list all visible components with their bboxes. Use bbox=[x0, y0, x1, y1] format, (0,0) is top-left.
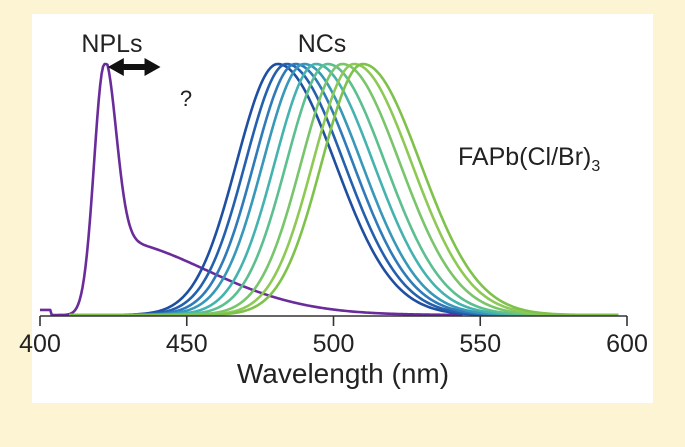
nc-spectrum-line-1 bbox=[69, 62, 619, 317]
x-axis-title: Wavelength (nm) bbox=[237, 358, 449, 389]
x-tick-label-600: 600 bbox=[606, 330, 648, 358]
nc-spectrum-line-4 bbox=[69, 62, 619, 317]
nc-spectrum-line-2 bbox=[69, 62, 619, 317]
formula-subscript: 3 bbox=[591, 158, 600, 175]
plot-panel bbox=[32, 14, 653, 403]
x-axis-tick-labels: 400 450 500 550 600 bbox=[19, 330, 648, 358]
x-axis-ticks bbox=[39, 316, 628, 326]
nc-spectrum-line-3 bbox=[69, 62, 619, 317]
nc-spectrum-line-9 bbox=[69, 62, 619, 317]
nc-spectrum-line-6 bbox=[69, 62, 619, 317]
nc-spectrum-line-8 bbox=[69, 62, 619, 317]
formula-label: FAPb(Cl/Br)3 bbox=[458, 143, 600, 175]
question-mark: ? bbox=[180, 86, 192, 111]
double-arrow-icon bbox=[107, 58, 161, 76]
nc-label: NCs bbox=[298, 30, 347, 58]
x-tick-label-400: 400 bbox=[19, 330, 61, 358]
x-tick-label-500: 500 bbox=[313, 330, 355, 358]
x-tick-label-450: 450 bbox=[166, 330, 208, 358]
npl-label: NPLs bbox=[81, 30, 142, 58]
nc-spectrum-line-7 bbox=[69, 62, 619, 317]
spectra-curves bbox=[40, 62, 619, 317]
npl-spectrum-line bbox=[40, 62, 463, 317]
nc-spectrum-line-5 bbox=[69, 62, 619, 317]
formula-main: FAPb(Cl/Br) bbox=[458, 143, 591, 171]
x-tick-label-550: 550 bbox=[459, 330, 501, 358]
